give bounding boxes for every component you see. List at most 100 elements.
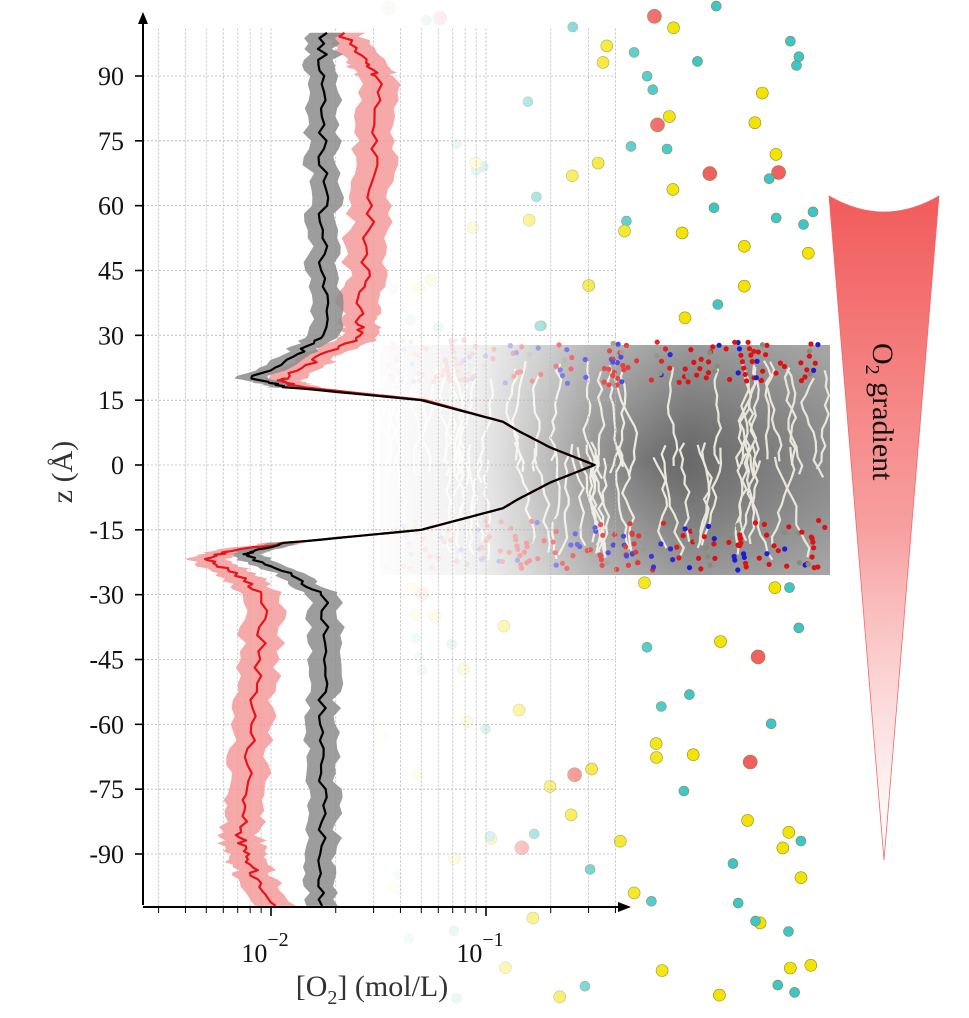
headgroup-atom: [711, 536, 717, 542]
headgroup-atom: [697, 366, 703, 372]
headgroup-atom: [739, 359, 746, 365]
headgroup-atom: [698, 356, 704, 362]
oxygen-molecule: [771, 165, 786, 180]
water-molecule-yellow: [737, 240, 751, 253]
water-molecule-cyan: [727, 858, 739, 869]
water-molecule-yellow: [755, 86, 769, 100]
headgroup-atom: [807, 371, 813, 377]
headgroup-atom: [802, 374, 808, 380]
headgroup-atom: [712, 555, 718, 562]
headgroup-atom: [777, 360, 784, 366]
water-molecule-cyan: [772, 979, 784, 991]
headgroup-atom: [811, 545, 817, 551]
series-lines: [204, 31, 596, 907]
lipid-tail: [773, 456, 811, 558]
y-tick-label: 60: [98, 192, 124, 221]
headgroup-atom: [810, 539, 816, 545]
headgroup-atom: [804, 367, 810, 373]
water-molecule-cyan: [789, 987, 800, 998]
headgroup-atom: [705, 554, 711, 560]
water-molecule-yellow: [804, 958, 818, 972]
headgroup-atom: [694, 372, 700, 378]
headgroup-atom: [806, 353, 813, 359]
y-tick-label: -60: [89, 710, 124, 739]
water-molecule-cyan: [795, 835, 807, 847]
water-molecule-cyan: [785, 35, 796, 47]
headgroup-atom: [782, 546, 788, 552]
headgroup-atom: [781, 363, 788, 370]
y-axis-arrow: [138, 12, 148, 24]
y-ticks: 90 75 60 45 30 15 0 -15 -30 -45 -60 -75 -90: [89, 62, 143, 869]
water-molecule-cyan: [791, 60, 802, 71]
headgroup-atom: [766, 561, 772, 568]
y-tick-label: -15: [89, 516, 124, 545]
water-molecule-cyan: [765, 718, 777, 730]
water-molecule-cyan: [783, 926, 794, 937]
y-tick-label: 15: [98, 386, 124, 415]
headgroup-atom: [707, 562, 713, 568]
headgroup-atom: [711, 541, 717, 547]
headgroup-atom: [773, 370, 779, 376]
y-tick-label: -45: [89, 646, 124, 675]
headgroup-atom: [693, 538, 699, 544]
water-molecule-cyan: [763, 173, 775, 184]
headgroup-atom: [716, 342, 722, 348]
o2-gradient-arrow: O2 gradient: [828, 195, 940, 861]
headgroup-atom: [763, 352, 769, 358]
lipid-tail: [737, 372, 755, 477]
headgroup-atom: [714, 363, 720, 369]
water-molecule-yellow: [748, 116, 762, 129]
headgroup-atom: [808, 341, 814, 347]
headgroup-atom: [755, 349, 761, 355]
headgroup-atom: [691, 527, 697, 533]
headgroup-atom: [809, 554, 815, 560]
water-molecule-yellow: [776, 841, 790, 855]
water-molecule-yellow: [801, 246, 815, 260]
headgroup-atom: [815, 342, 821, 348]
headgroup-atom: [737, 543, 743, 549]
oxygen-molecule: [750, 649, 766, 665]
headgroup-atom: [796, 560, 802, 566]
water-molecule-yellow: [714, 635, 727, 648]
y-tick-label: 45: [98, 257, 124, 286]
headgroup-atom: [784, 563, 790, 569]
headgroup-atom: [751, 348, 757, 354]
lipid-tail: [700, 447, 723, 546]
headgroup-atom: [691, 359, 697, 365]
headgroup-atom: [726, 539, 732, 546]
headgroup-atom: [741, 365, 747, 371]
oxygen-molecule: [742, 754, 758, 770]
headgroup-atom: [771, 543, 777, 549]
headgroup-atom: [798, 360, 804, 366]
lipid-tail: [783, 367, 798, 466]
headgroup-atom: [735, 567, 741, 573]
headgroup-atom: [805, 561, 811, 567]
y-tick-label: 30: [98, 321, 124, 350]
headgroup-atom: [812, 360, 818, 366]
lipid-tail: [786, 368, 804, 475]
water-molecule-cyan: [793, 51, 805, 63]
headgroup-atom: [811, 367, 817, 373]
headgroup-atom: [738, 352, 744, 358]
water-molecule-cyan: [770, 212, 782, 224]
headgroup-atom: [701, 534, 707, 540]
y-tick-label: 0: [111, 451, 124, 480]
water-molecule-yellow: [737, 279, 751, 293]
x-ticks: 10−2 10−1: [158, 907, 616, 968]
headgroup-atom: [710, 344, 716, 350]
headgroup-atom: [746, 346, 753, 352]
y-axis-label: z (Å): [46, 441, 79, 503]
water-molecule-yellow: [768, 581, 782, 595]
headgroup-atom: [760, 368, 766, 374]
x-axis-label: [O2] (mol/L): [296, 970, 448, 1009]
headgroup-atom: [753, 375, 760, 381]
lipid-tail: [815, 370, 831, 470]
y-tick-label: -75: [89, 775, 124, 804]
lipid-tail: [764, 361, 776, 460]
lipid-tail: [745, 372, 758, 473]
water-molecule-cyan: [710, 0, 722, 12]
series-line: [242, 31, 596, 907]
membrane-illustration: [360, 0, 831, 1018]
headgroup-atom: [799, 529, 805, 535]
water-molecule-cyan: [798, 219, 809, 230]
